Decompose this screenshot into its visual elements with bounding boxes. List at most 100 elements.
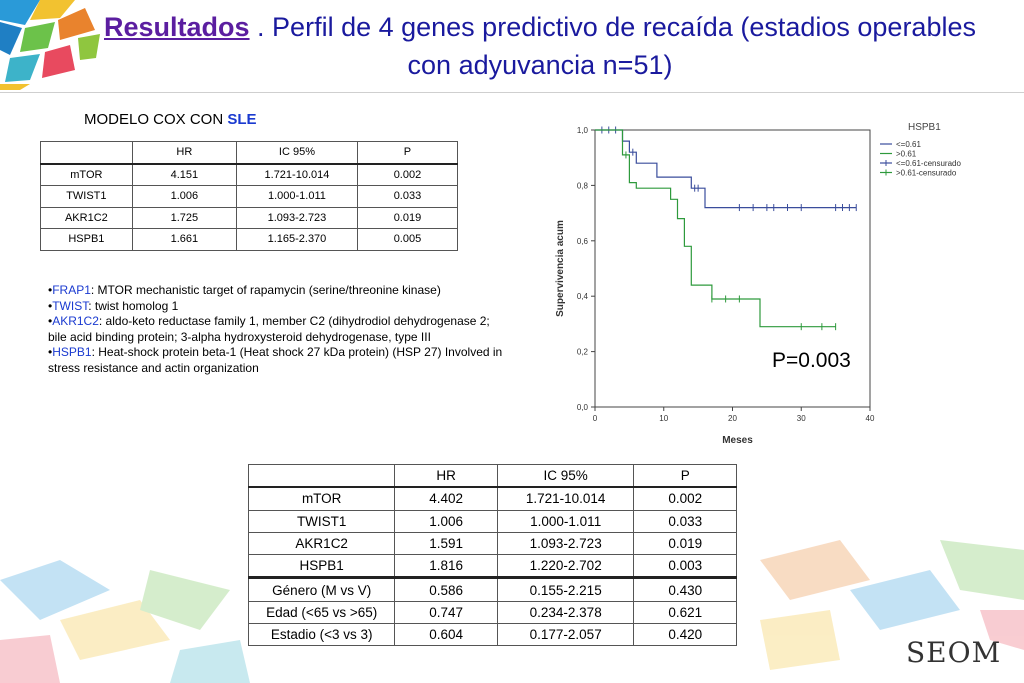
table-cell: 4.402 [394, 486, 498, 511]
gene-description: : Heat-shock protein beta-1 (Heat shock … [48, 345, 503, 375]
gene-name: TWIST [52, 298, 89, 313]
x-axis-label: Meses [722, 435, 753, 446]
model-label-highlight: SLE [227, 111, 257, 128]
table-row: mTOR 4.402 1.721-10.014 0.002 [247, 486, 737, 511]
cox-table-multivariate: HR IC 95% P mTOR 4.402 1.721-10.014 0.002 T… [247, 464, 737, 647]
table-cell: 1.220-2.702 [496, 554, 635, 579]
table-cell: 0.586 [394, 576, 498, 602]
y-tick-label: 0,8 [577, 181, 589, 190]
table-cell: 0.002 [356, 163, 459, 186]
survival-curve-series-1 [595, 129, 857, 209]
table-row: Edad (<65 vs >65) 0.747 0.234-2.378 0.621 [247, 600, 737, 625]
x-tick-label: 40 [866, 414, 875, 423]
mosaic-decoration-bottom [0, 540, 1024, 683]
table-cell: mTOR [247, 486, 396, 511]
gene-note: •FRAP1: MTOR mechanistic target of rapam… [48, 283, 441, 297]
table-cell: 0.033 [356, 185, 459, 208]
model-label-prefix: MODELO COX CON [84, 111, 228, 128]
table-header-cell: P [633, 464, 737, 489]
table-header-cell: HR [394, 464, 498, 489]
gene-notes: •FRAP1: MTOR mechanistic target of rapam… [48, 283, 508, 376]
mosaic-decoration-top [0, 0, 100, 90]
table-cell: 0.621 [633, 600, 737, 625]
legend-label: <=0.61-censurado [896, 159, 961, 168]
gene-note: •TWIST: twist homolog 1 [48, 298, 179, 313]
y-tick-label: 0,2 [577, 348, 589, 357]
table-cell: 1.000-1.011 [496, 509, 635, 533]
table-header-cell: IC 95% [496, 464, 635, 489]
seom-logo: SEOM [906, 636, 1002, 669]
table-cell: 0.747 [394, 600, 498, 625]
y-tick-label: 0,0 [577, 403, 589, 412]
table-cell: TWIST1 [247, 509, 396, 533]
table-header-cell [40, 141, 133, 165]
gene-description: : MTOR mechanistic target of rapamycin (… [90, 283, 441, 297]
y-axis-label: Supervivencia acum [555, 220, 566, 317]
table-cell: 0.604 [394, 623, 498, 647]
title-text: . Perfil de 4 genes predictivo de recaíd… [249, 12, 976, 80]
table-cell: 1.006 [394, 509, 498, 533]
table-row: AKR1C2 1.725 1.093-2.723 0.019 [40, 206, 459, 229]
x-tick-label: 10 [659, 414, 668, 423]
title-keyword: Resultados [104, 12, 250, 42]
x-tick-label: 30 [797, 414, 806, 423]
table-cell: 1.093-2.723 [496, 531, 635, 556]
table-cell: 0.155-2.215 [496, 576, 635, 602]
y-tick-label: 0,6 [577, 237, 589, 246]
table-cell: 1.165-2.370 [235, 228, 358, 251]
table-cell: 0.005 [356, 228, 459, 251]
legend-title: HSPB1 [908, 122, 941, 133]
y-tick-label: 0,4 [577, 292, 589, 301]
table-row: Género (M vs V) 0.586 0.155-2.215 0.430 [247, 576, 737, 602]
table-cell: Edad (<65 vs >65) [247, 600, 396, 625]
gene-name: FRAP1 [52, 283, 91, 297]
table-cell: 0.019 [633, 531, 737, 556]
table-cell: 0.430 [633, 576, 737, 602]
gene-name: AKR1C2 [52, 314, 99, 328]
gene-note: •AKR1C2: aldo-keto reductase family 1, m… [48, 314, 490, 344]
p-value-label: P=0.003 [772, 349, 851, 372]
table-cell: 1.725 [131, 206, 237, 229]
table-row: TWIST1 1.006 1.000-1.011 0.033 [247, 509, 737, 533]
table-cell: HSPB1 [40, 228, 133, 251]
table-header-row: HR IC 95% P [40, 141, 459, 165]
table-header-cell [247, 464, 396, 489]
gene-note: •HSPB1: Heat-shock protein beta-1 (Heat … [48, 345, 503, 375]
table-cell: AKR1C2 [247, 531, 396, 556]
x-tick-label: 20 [728, 414, 737, 423]
table-cell: TWIST1 [40, 185, 133, 208]
gene-description: : twist homolog 1 [88, 298, 179, 313]
table-row: mTOR 4.151 1.721-10.014 0.002 [40, 163, 459, 186]
table-cell: 0.003 [633, 554, 737, 579]
table-cell: 0.177-2.057 [496, 623, 635, 647]
table-row: Estadio (<3 vs 3) 0.604 0.177-2.057 0.420 [247, 623, 737, 647]
table-header-cell: P [356, 141, 459, 165]
table-cell: mTOR [40, 163, 133, 186]
table-cell: 0.019 [356, 206, 459, 229]
table-header-cell: IC 95% [235, 141, 358, 165]
gene-description: : aldo-keto reductase family 1, member C… [48, 314, 490, 344]
legend-label: >0.61-censurado [896, 169, 957, 178]
table-cell: 1.591 [394, 531, 498, 556]
table-cell: Estadio (<3 vs 3) [247, 623, 396, 647]
table-row: TWIST1 1.006 1.000-1.011 0.033 [40, 185, 459, 208]
table-cell: AKR1C2 [40, 206, 133, 229]
table-cell: 1.000-1.011 [235, 185, 358, 208]
table-cell: 1.721-10.014 [496, 486, 635, 511]
table-cell: 1.006 [131, 185, 237, 208]
table-header-cell: HR [131, 141, 237, 165]
table-cell: 1.721-10.014 [235, 163, 358, 186]
table-header-row: HR IC 95% P [247, 464, 737, 489]
table-cell: 0.234-2.378 [496, 600, 635, 625]
slide-title: Resultados . Perfil de 4 genes predictiv… [100, 8, 980, 84]
table-row: AKR1C2 1.591 1.093-2.723 0.019 [247, 531, 737, 556]
x-tick-label: 0 [593, 414, 598, 423]
y-tick-label: 1,0 [577, 126, 589, 135]
table-cell: 4.151 [131, 163, 237, 186]
table-cell: 0.002 [633, 486, 737, 511]
cox-table-univariate: HR IC 95% P mTOR 4.151 1.721-10.014 0.002 T… [40, 141, 459, 251]
model-label: MODELO COX CON SLE [84, 111, 257, 128]
table-row: HSPB1 1.661 1.165-2.370 0.005 [40, 228, 459, 251]
table-cell: 1.816 [394, 554, 498, 579]
table-cell: 0.420 [633, 623, 737, 647]
